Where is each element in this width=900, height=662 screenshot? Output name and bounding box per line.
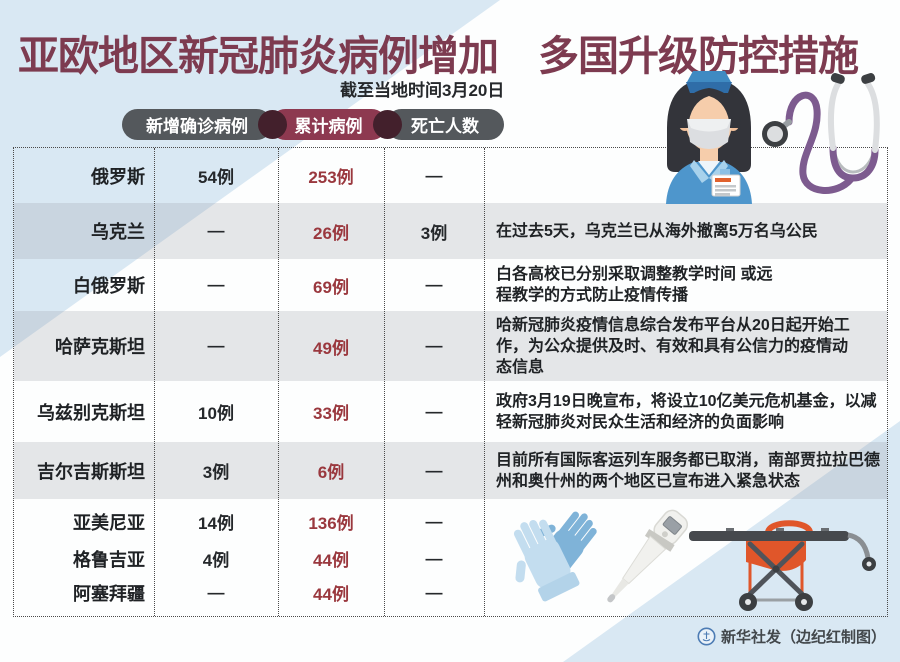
- table-row-caucasus-group: 亚美尼亚 14例 136例 — 格鲁吉亚 4例 44例 — 阿塞拜疆 — 44例…: [14, 499, 887, 616]
- country-note: 白各高校已分别采取调整教学时间 或远程教学的方式防止疫情传播: [496, 266, 773, 304]
- table-row-kyrgyzstan: 吉尔吉斯斯坦 3例 6例 — 目前所有国际客运列车服务都已取消，南部贾拉拉巴德州…: [14, 442, 887, 499]
- deaths-value: —: [425, 165, 443, 185]
- cumulative-value: 69例: [313, 277, 349, 297]
- country-name: 哈萨克斯坦: [55, 337, 145, 357]
- table-row-kazakhstan: 哈萨克斯坦 — 49例 — 哈新冠肺炎疫情信息综合发布平台从20日起开始工作，为…: [14, 311, 887, 381]
- pill-joint-icon: [258, 110, 287, 139]
- data-table: 俄罗斯 54例 253例 — 乌克兰 — 26例 3例 在过去5天，乌克兰已从海…: [13, 147, 888, 617]
- deaths-value: —: [425, 460, 443, 480]
- column-divider: [154, 148, 155, 616]
- new-cases-value: —: [207, 275, 225, 294]
- country-note: 哈新冠肺炎疫情信息综合发布平台从20日起开始工作，为公众提供及时、有效和具有公信…: [496, 316, 850, 376]
- table-row-ukraine: 乌克兰 — 26例 3例 在过去5天，乌克兰已从海外撤离5万名乌公民: [14, 203, 887, 259]
- country-name: 乌克兰: [91, 222, 145, 242]
- new-cases-value: 14例: [198, 514, 234, 533]
- table-row-armenia: 亚美尼亚 14例 136例 —: [14, 501, 887, 542]
- medical-gloves-icon: [513, 511, 597, 602]
- new-cases-value: —: [207, 221, 225, 240]
- deaths-value: —: [425, 511, 443, 531]
- column-divider: [278, 148, 279, 616]
- pill-joint-icon: [373, 110, 402, 139]
- deaths-value: —: [425, 401, 443, 421]
- deaths-value: —: [425, 336, 443, 355]
- new-cases-value: 10例: [198, 404, 234, 423]
- ambulance-stretcher-icon: [689, 520, 876, 611]
- column-header-cumulative: 累计病例: [270, 109, 387, 140]
- table-row-azerbaijan: 阿塞拜疆 — 44例 —: [14, 575, 887, 610]
- new-cases-value: —: [207, 336, 225, 355]
- table-row-russia: 俄罗斯 54例 253例 —: [14, 148, 887, 203]
- new-cases-value: 4例: [202, 551, 230, 570]
- cumulative-value: 253例: [308, 168, 354, 187]
- nurse-illustration-icon: [666, 71, 752, 204]
- credit-text: 新华社发（边纪红制图）: [721, 628, 887, 646]
- cumulative-value: 44例: [313, 551, 349, 570]
- country-note: 在过去5天，乌克兰已从海外撤离5万名乌公民: [496, 222, 818, 240]
- country-name: 俄罗斯: [91, 166, 145, 187]
- cumulative-value: 44例: [313, 585, 349, 604]
- table-row-belarus: 白俄罗斯 — 69例 — 白各高校已分别采取调整教学时间 或远程教学的方式防止疫…: [14, 259, 887, 311]
- country-note: 政府3月19日晚宣布，将设立10亿美元危机基金，以减轻新冠肺炎对民众生活和经济的…: [496, 392, 877, 431]
- country-name: 格鲁吉亚: [73, 549, 145, 570]
- new-cases-value: —: [207, 582, 225, 602]
- glove-front: [513, 519, 580, 602]
- country-name: 白俄罗斯: [73, 276, 145, 296]
- deaths-value: —: [425, 582, 443, 602]
- table-row-georgia: 格鲁吉亚 4例 44例 —: [14, 542, 887, 575]
- cumulative-value: 26例: [313, 223, 349, 243]
- country-name: 吉尔吉斯斯坦: [37, 461, 145, 482]
- column-divider: [484, 148, 485, 616]
- as-of-date: 截至当地时间3月20日: [340, 81, 505, 100]
- new-cases-value: 3例: [202, 463, 230, 482]
- deaths-value: —: [425, 275, 443, 294]
- column-header-new-cases: 新增确诊病例: [122, 109, 272, 140]
- new-cases-value: 54例: [198, 168, 234, 187]
- country-name: 亚美尼亚: [73, 512, 145, 533]
- table-row-uzbekistan: 乌兹别克斯坦 10例 33例 — 政府3月19日晚宣布，将设立10亿美元危机基金…: [14, 381, 887, 442]
- deaths-value: 3例: [420, 223, 448, 243]
- cumulative-value: 49例: [313, 338, 349, 358]
- cumulative-value: 33例: [313, 404, 349, 423]
- country-name: 阿塞拜疆: [73, 583, 145, 604]
- country-name: 乌兹别克斯坦: [37, 402, 145, 423]
- footer-credit: 新华社发（边纪红制图）: [697, 625, 886, 647]
- country-note: 目前所有国际客运列车服务都已取消，南部贾拉拉巴德州和奥什州的两个地区已宣布进入紧…: [496, 451, 881, 490]
- stethoscope-icon: [762, 73, 880, 194]
- cumulative-value: 136例: [308, 514, 354, 533]
- column-header-deaths: 死亡人数: [386, 109, 504, 140]
- cumulative-value: 6例: [317, 463, 345, 482]
- column-divider: [384, 148, 385, 616]
- deaths-value: —: [425, 548, 443, 568]
- xinhua-emblem-icon: [697, 627, 716, 645]
- digital-thermometer-icon: [607, 509, 689, 603]
